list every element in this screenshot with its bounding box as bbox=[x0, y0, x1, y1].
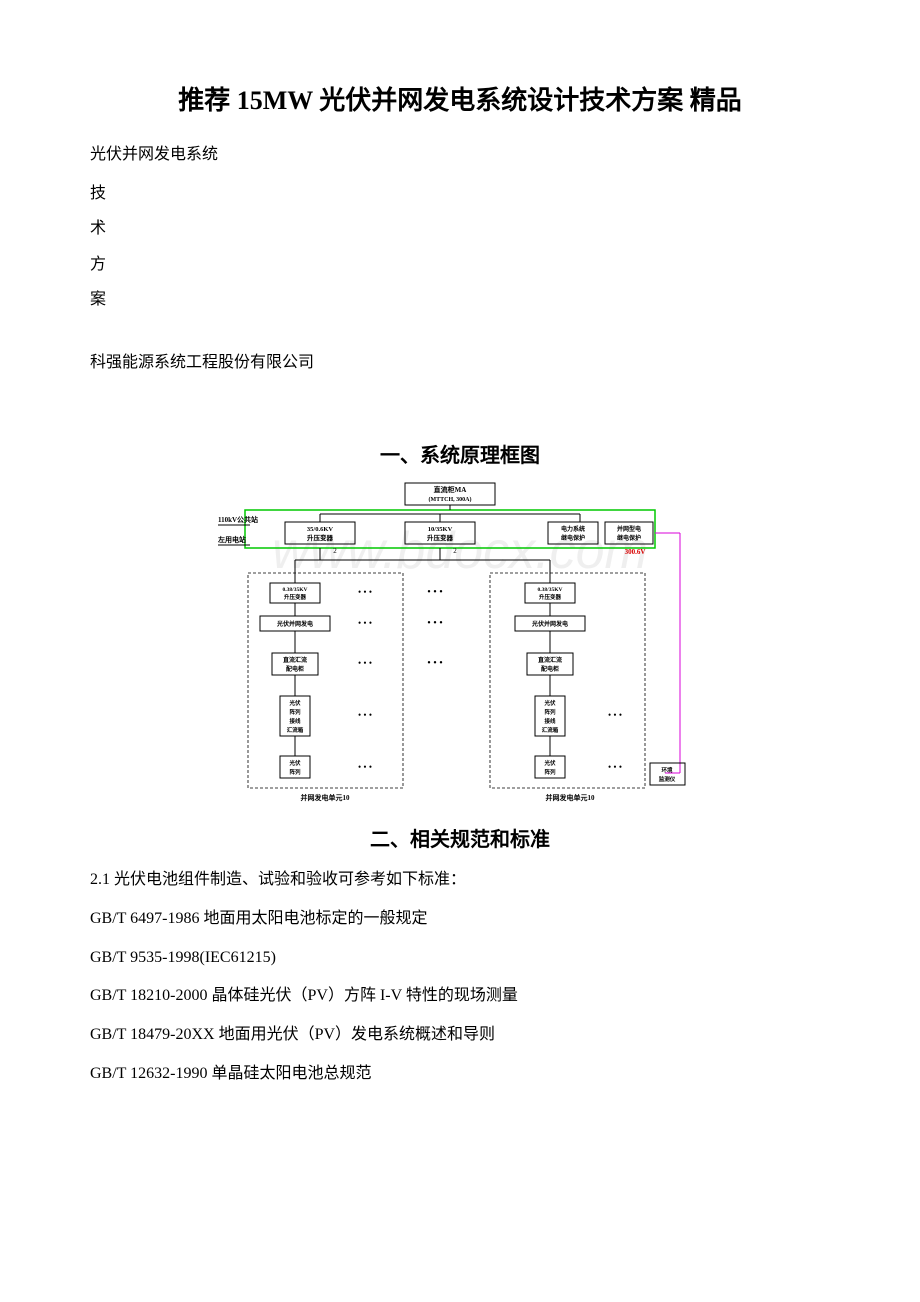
svg-text:直流汇流: 直流汇流 bbox=[283, 656, 307, 664]
svg-text:左用电站: 左用电站 bbox=[217, 535, 246, 544]
section-2-heading: 二、相关规范和标准 bbox=[90, 823, 830, 852]
svg-text:35/0.6KV: 35/0.6KV bbox=[307, 526, 333, 533]
svg-text:光伏: 光伏 bbox=[288, 699, 301, 707]
svg-text:• • •: • • • bbox=[608, 762, 622, 772]
standard-2: GB/T 9535-1998(IEC61215) bbox=[90, 940, 830, 977]
svg-text:配电柜: 配电柜 bbox=[286, 665, 304, 673]
svg-text:光伏并网发电: 光伏并网发电 bbox=[531, 620, 568, 628]
standard-5: GB/T 12632-1990 单晶硅太阳电池总规范 bbox=[90, 1056, 830, 1093]
diagram-svg: www.bdocx.com 直流柜MA (MTTCH, 300A) 110kV公… bbox=[210, 478, 710, 808]
svg-text:• • •: • • • bbox=[427, 618, 443, 629]
svg-text:300.6V: 300.6V bbox=[625, 548, 646, 556]
svg-text:阵列: 阵列 bbox=[289, 708, 301, 716]
svg-text:2: 2 bbox=[333, 547, 337, 555]
svg-text:阵列: 阵列 bbox=[544, 708, 556, 716]
company-name: 科强能源系统工程股份有限公司 bbox=[90, 347, 830, 379]
svg-text:升压变器: 升压变器 bbox=[539, 593, 562, 601]
svg-text:0.38/35KV: 0.38/35KV bbox=[538, 587, 563, 593]
subtitle: 光伏并网发电系统 bbox=[90, 137, 830, 172]
svg-text:升压变器: 升压变器 bbox=[284, 593, 307, 601]
svg-text:10/35KV: 10/35KV bbox=[428, 526, 453, 533]
svg-text:接线: 接线 bbox=[544, 717, 556, 725]
standard-4: GB/T 18479-20XX 地面用光伏（PV）发电系统概述和导则 bbox=[90, 1017, 830, 1054]
svg-text:继电保护: 继电保护 bbox=[617, 534, 641, 542]
standard-1: GB/T 6497-1986 地面用太阳电池标定的一般规定 bbox=[90, 901, 830, 938]
section-2-intro: 2.1 光伏电池组件制造、试验和验收可参考如下标准： bbox=[90, 862, 830, 899]
svg-text:阵列: 阵列 bbox=[544, 768, 556, 776]
svg-text:电力系统: 电力系统 bbox=[561, 525, 585, 533]
svg-text:汇流箱: 汇流箱 bbox=[542, 726, 559, 734]
svg-text:阵列: 阵列 bbox=[289, 768, 301, 776]
svg-text:• • •: • • • bbox=[358, 710, 372, 720]
svg-text:并网发电单元10: 并网发电单元10 bbox=[301, 793, 350, 802]
svg-text:配电柜: 配电柜 bbox=[541, 665, 559, 673]
svg-text:• • •: • • • bbox=[427, 587, 443, 598]
svg-text:直流汇流: 直流汇流 bbox=[538, 656, 562, 664]
svg-text:(MTTCH, 300A): (MTTCH, 300A) bbox=[429, 496, 472, 503]
svg-text:光伏并网发电: 光伏并网发电 bbox=[276, 620, 313, 628]
svg-text:并网型电: 并网型电 bbox=[617, 525, 641, 533]
system-diagram: www.bdocx.com 直流柜MA (MTTCH, 300A) 110kV公… bbox=[210, 478, 710, 808]
svg-text:光伏: 光伏 bbox=[543, 699, 556, 707]
svg-text:环境: 环境 bbox=[661, 766, 673, 774]
vertical-char-1: 技 bbox=[90, 176, 830, 211]
svg-text:并网发电单元10: 并网发电单元10 bbox=[546, 793, 595, 802]
svg-text:• • •: • • • bbox=[358, 762, 372, 772]
svg-text:升压变器: 升压变器 bbox=[307, 533, 334, 542]
svg-text:• • •: • • • bbox=[358, 618, 372, 628]
standard-3: GB/T 18210-2000 晶体硅光伏（PV）方阵 I-V 特性的现场测量 bbox=[90, 978, 830, 1015]
svg-text:光伏: 光伏 bbox=[543, 759, 556, 767]
vertical-char-3: 方 bbox=[90, 247, 830, 282]
svg-text:升压变器: 升压变器 bbox=[427, 533, 454, 542]
vertical-char-4: 案 bbox=[90, 282, 830, 317]
svg-text:接线: 接线 bbox=[289, 717, 301, 725]
main-title: 推荐 15MW 光伏并网发电系统设计技术方案 精品 bbox=[90, 80, 830, 117]
svg-text:• • •: • • • bbox=[608, 710, 622, 720]
svg-text:0.38/35KV: 0.38/35KV bbox=[283, 587, 308, 593]
section-1-heading: 一、系统原理框图 bbox=[90, 439, 830, 468]
svg-text:• • •: • • • bbox=[358, 658, 372, 668]
svg-text:汇流箱: 汇流箱 bbox=[287, 726, 304, 734]
vertical-char-2: 术 bbox=[90, 211, 830, 246]
svg-text:2: 2 bbox=[453, 547, 457, 555]
svg-text:继电保护: 继电保护 bbox=[561, 534, 585, 542]
svg-text:直流柜MA: 直流柜MA bbox=[434, 485, 467, 494]
svg-text:• • •: • • • bbox=[427, 658, 443, 669]
svg-text:光伏: 光伏 bbox=[288, 759, 301, 767]
svg-text:监测仪: 监测仪 bbox=[659, 775, 676, 783]
svg-text:110kV公共站: 110kV公共站 bbox=[218, 515, 258, 524]
svg-text:• • •: • • • bbox=[358, 587, 372, 597]
